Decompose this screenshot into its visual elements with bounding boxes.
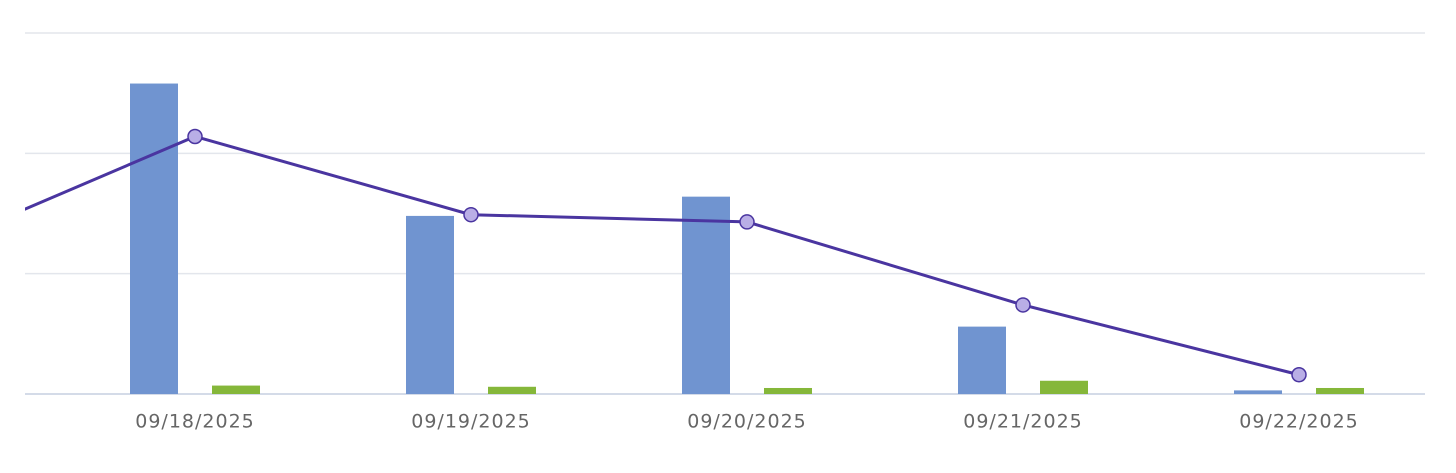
bar bbox=[764, 387, 812, 394]
x-tick-label: 09/20/2025 bbox=[687, 411, 807, 433]
x-tick-label: 09/18/2025 bbox=[135, 411, 255, 433]
x-tick-label: 09/22/2025 bbox=[1239, 411, 1359, 433]
bar bbox=[406, 215, 454, 394]
x-tick-label: 09/21/2025 bbox=[963, 411, 1083, 433]
bar bbox=[958, 326, 1006, 394]
line bbox=[25, 134, 1300, 377]
bar bbox=[682, 196, 730, 394]
x-tick-label: 09/19/2025 bbox=[411, 411, 531, 433]
bar bbox=[1040, 380, 1088, 394]
line-marker bbox=[1015, 297, 1031, 313]
plot-area bbox=[25, 83, 1364, 394]
bar bbox=[130, 83, 178, 394]
bar bbox=[1234, 390, 1282, 394]
line-marker bbox=[1291, 366, 1307, 383]
line-marker bbox=[463, 206, 479, 223]
bar bbox=[488, 386, 536, 394]
bar bbox=[212, 385, 260, 394]
line-marker bbox=[739, 214, 755, 230]
line-marker bbox=[187, 128, 203, 145]
bar bbox=[1316, 387, 1364, 394]
